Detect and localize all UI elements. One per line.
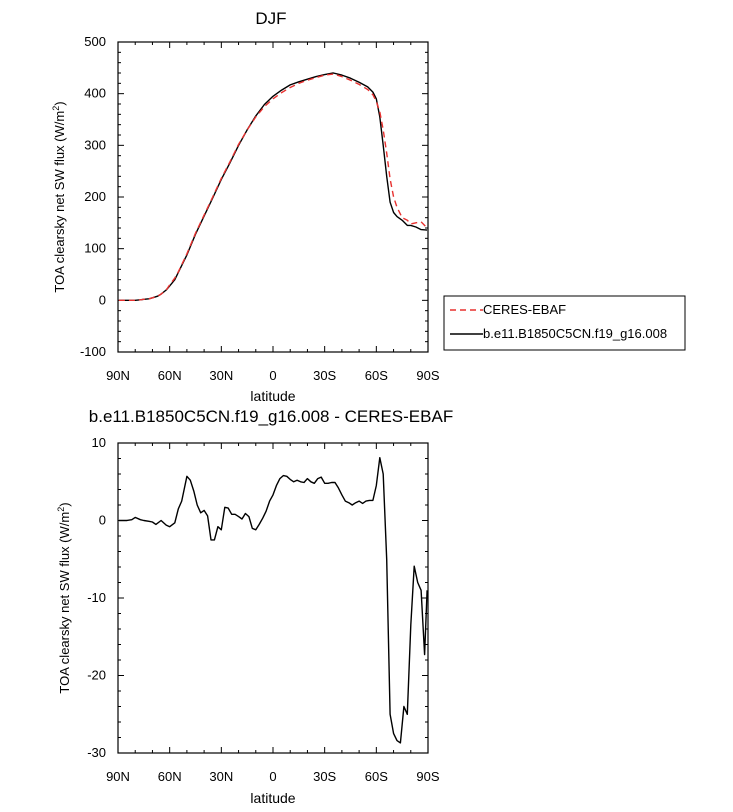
top-series-line-1 <box>118 72 428 301</box>
bottom-y-tick-label: -30 <box>87 745 106 760</box>
top-y-tick-label: -100 <box>80 344 106 359</box>
top-y-tick-label: 400 <box>84 86 106 101</box>
bottom-y-tick-label: 10 <box>92 435 106 450</box>
bottom-y-axis-label-text: TOA clearsky net SW flux (W/m <box>57 512 72 694</box>
bottom-x-tick-label: 0 <box>269 769 276 784</box>
top-y-tick-label: 500 <box>84 34 106 49</box>
top-x-axis-ticks: 90N 60N 30N 0 30S 60S 90S <box>106 42 440 383</box>
top-chart-panel: DJF -100 0 100 200 300 400 500 90N 60N 30N 0 30S 60… <box>51 9 686 404</box>
top-y-tick-label: 100 <box>84 241 106 256</box>
bottom-y-tick-label: -10 <box>87 590 106 605</box>
bottom-x-axis-label: latitude <box>250 790 295 806</box>
legend-label-model: b.e11.B1850C5CN.f19_g16.008 <box>483 326 667 341</box>
legend-label-ceres: CERES-EBAF <box>483 302 566 317</box>
top-x-axis-label: latitude <box>250 388 295 404</box>
bottom-y-tick-label: 0 <box>99 513 106 528</box>
top-plot-frame <box>117 41 429 353</box>
bottom-y-axis-label-superscript: 2 <box>56 507 66 512</box>
bottom-series-line-0 <box>118 457 428 744</box>
bottom-y-axis-label-close: ) <box>57 502 72 506</box>
legend-box <box>443 295 686 351</box>
legend: CERES-EBAF b.e11.B1850C5CN.f19_g16.008 <box>443 295 686 351</box>
top-y-tick-label: 300 <box>84 137 106 152</box>
top-y-tick-label: 200 <box>84 189 106 204</box>
bottom-x-tick-label: 60S <box>365 769 388 784</box>
top-x-tick-label: 90S <box>416 368 439 383</box>
top-y-axis-label-text: TOA clearsky net SW flux (W/m <box>52 111 67 293</box>
top-x-tick-label: 60N <box>158 368 182 383</box>
bottom-y-axis-ticks: -30 -20 -10 0 10 <box>87 435 428 760</box>
top-y-axis-label: TOA clearsky net SW flux (W/m2) <box>51 101 67 292</box>
bottom-plot-frame <box>117 442 429 754</box>
top-y-axis-label-close: ) <box>52 101 67 105</box>
bottom-y-axis-label: TOA clearsky net SW flux (W/m2) <box>56 502 72 693</box>
bottom-y-tick-label: -20 <box>87 668 106 683</box>
bottom-chart-title: b.e11.B1850C5CN.f19_g16.008 - CERES-EBAF <box>89 407 453 426</box>
bottom-x-tick-label: 90N <box>106 769 130 784</box>
top-x-tick-label: 60S <box>365 368 388 383</box>
top-x-tick-label: 30S <box>313 368 336 383</box>
bottom-chart-panel: b.e11.B1850C5CN.f19_g16.008 - CERES-EBAF… <box>56 407 453 806</box>
top-x-tick-label: 90N <box>106 368 130 383</box>
top-y-tick-label: 0 <box>99 292 106 307</box>
top-chart-title: DJF <box>255 9 286 28</box>
top-x-tick-label: 30N <box>209 368 233 383</box>
bottom-x-tick-label: 30N <box>209 769 233 784</box>
bottom-x-axis-ticks: 90N 60N 30N 0 30S 60S 90S <box>106 443 440 784</box>
bottom-x-tick-label: 60N <box>158 769 182 784</box>
top-y-axis-ticks: -100 0 100 200 300 400 500 <box>80 34 428 359</box>
bottom-x-tick-label: 90S <box>416 769 439 784</box>
top-y-axis-label-superscript: 2 <box>51 106 61 111</box>
top-x-tick-label: 0 <box>269 368 276 383</box>
bottom-series-lines <box>118 457 428 744</box>
top-series-line-0 <box>118 73 428 301</box>
bottom-x-tick-label: 30S <box>313 769 336 784</box>
top-series-lines <box>118 72 428 301</box>
